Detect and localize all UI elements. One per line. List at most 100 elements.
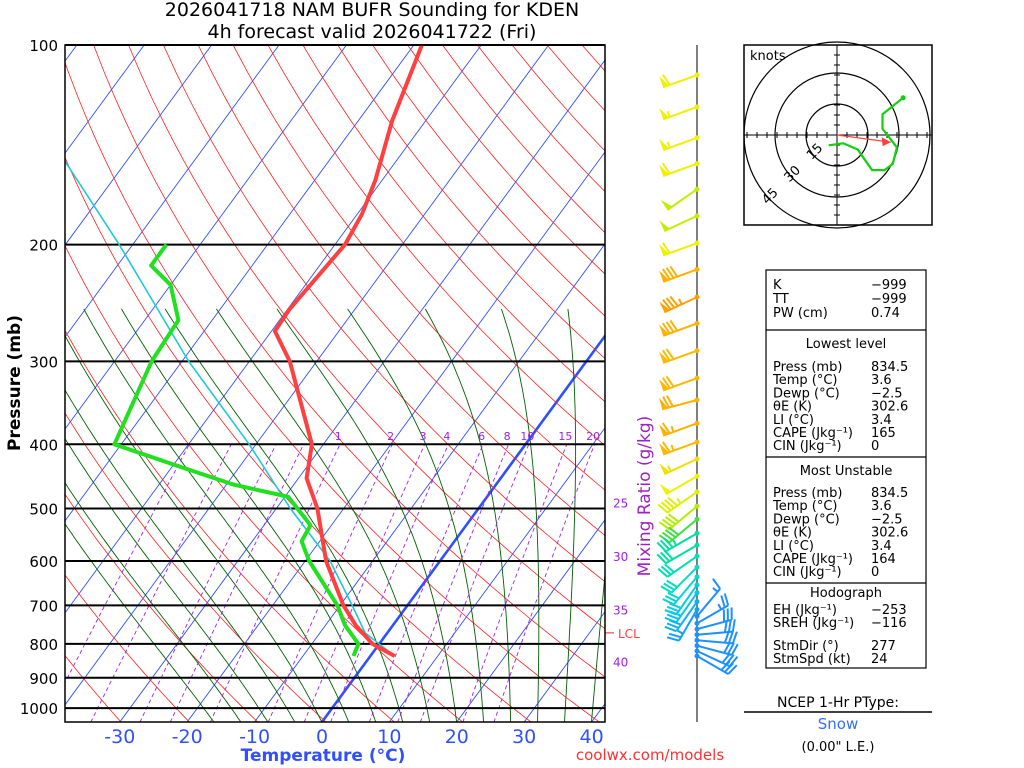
- barb-dot: [694, 375, 700, 381]
- barb-feather: [665, 375, 675, 388]
- dewpoint-line: [112, 243, 361, 657]
- moist-adiabat: [65, 437, 269, 722]
- isotherm: [65, 45, 482, 614]
- barb-feather: [723, 641, 731, 654]
- isotherm: [65, 45, 347, 430]
- barb-feather: [663, 549, 674, 560]
- barb-feather: [656, 553, 667, 564]
- stat-value: 3.4: [871, 539, 892, 554]
- barb-staff: [696, 644, 733, 656]
- barb-feather: [664, 529, 677, 539]
- wind-barb: [659, 439, 700, 456]
- barb-staff: [696, 588, 721, 617]
- moist-adiabat: [216, 308, 431, 722]
- barb-dot: [694, 516, 700, 522]
- barb-feather: [666, 622, 680, 629]
- barb-feather: [727, 664, 738, 675]
- mixing-ratio-label: 10: [520, 430, 534, 443]
- barb-feather: [669, 319, 679, 332]
- mixing-ratio-line: [139, 444, 277, 722]
- barb-dot: [694, 161, 700, 167]
- wind-barb: [659, 294, 700, 314]
- wind-barb: [694, 578, 721, 619]
- barb-staff: [696, 639, 733, 645]
- stat-label: Press (mb): [773, 486, 842, 501]
- barb-feather: [666, 605, 680, 613]
- barb-staff: [668, 505, 698, 531]
- freezing-isotherm: [320, 333, 605, 722]
- barb-feather: [727, 631, 734, 644]
- wind-barb: [659, 456, 700, 476]
- barb-dot: [694, 632, 700, 638]
- barb-dot: [694, 574, 700, 580]
- barb-feather: [723, 619, 728, 633]
- barb-feather: [661, 422, 671, 434]
- dry-adiabat: [65, 244, 464, 722]
- barb-staff: [696, 630, 733, 636]
- barb-pennant: [659, 108, 669, 120]
- wind-barb: [694, 630, 738, 645]
- hodograph-trace: [828, 96, 904, 172]
- parcel-path-line: [65, 161, 396, 657]
- moist-adiabat: [164, 308, 404, 722]
- barb-feather: [661, 162, 671, 175]
- wind-barb: [659, 265, 700, 283]
- barb-dot: [694, 439, 700, 445]
- temperature-tick-label: -30: [104, 726, 135, 748]
- y-axis-title: Pressure (mb): [5, 315, 25, 451]
- pressure-tick-label: 1000: [20, 700, 58, 718]
- moist-adiabat: [564, 308, 577, 722]
- barb-feather: [667, 592, 680, 600]
- barb-dot: [694, 213, 700, 219]
- theta-w-label: 35: [613, 604, 628, 618]
- dry-adiabat: [267, 45, 605, 447]
- stat-value: 302.6: [871, 526, 908, 541]
- barb-feather: [660, 565, 672, 576]
- barb-staff: [666, 555, 698, 578]
- wind-barb: [659, 473, 700, 496]
- wind-barb: [659, 104, 700, 121]
- barb-dot: [694, 553, 700, 559]
- mixing-ratio-label: 2: [387, 430, 394, 443]
- wind-barb: [658, 503, 700, 531]
- lcl-label: LCL: [618, 627, 640, 641]
- barb-dot: [694, 72, 700, 78]
- barb-feather: [664, 499, 675, 509]
- mixing-ratio-label: 6: [478, 430, 485, 443]
- stat-value: −999: [871, 292, 907, 307]
- barb-dot: [694, 542, 700, 548]
- moist-adiabat: [121, 308, 377, 722]
- stat-label: Dewp (°C): [773, 386, 840, 401]
- plot-frame: [64, 44, 606, 723]
- barb-staff: [665, 532, 698, 553]
- stats-table: K −999 TT −999 PW (cm) 0.74 Lowest level Press …: [765, 269, 927, 669]
- barb-pennant: [659, 76, 669, 88]
- dry-adiabat: [65, 412, 327, 722]
- stat-value: 277: [871, 639, 896, 654]
- wind-barb: [657, 553, 700, 578]
- mixing-ratio-line: [493, 444, 595, 722]
- stat-label: θE (K): [773, 400, 812, 415]
- temperature-tick-label: 40: [580, 726, 604, 748]
- stat-label: StmDir (°): [773, 639, 839, 654]
- barb-dot: [694, 607, 700, 613]
- wind-barb: [659, 319, 700, 337]
- stat-value: 0.74: [871, 306, 900, 321]
- wind-barb: [666, 607, 700, 642]
- barb-dot: [694, 266, 700, 272]
- credit-link[interactable]: coolwx.com/models: [576, 746, 724, 764]
- barb-pennant: [659, 379, 669, 391]
- barb-half-feather: [670, 425, 675, 433]
- barb-pennant: [659, 424, 669, 436]
- axis-labels: 1 2 3 4 6 8 10 15 2025303540LCL10020030040050060…: [20, 37, 640, 748]
- mixing-ratio-label: 8: [504, 430, 511, 443]
- barb-pennant: [659, 351, 669, 363]
- mixing-ratio-label: 20: [586, 430, 600, 443]
- stat-value: 3.6: [871, 499, 892, 514]
- stat-value: −2.5: [871, 386, 903, 401]
- barb-dot: [694, 648, 700, 654]
- barb-half-feather: [670, 444, 675, 451]
- isotherm: [65, 45, 550, 706]
- barb-staff: [678, 609, 698, 642]
